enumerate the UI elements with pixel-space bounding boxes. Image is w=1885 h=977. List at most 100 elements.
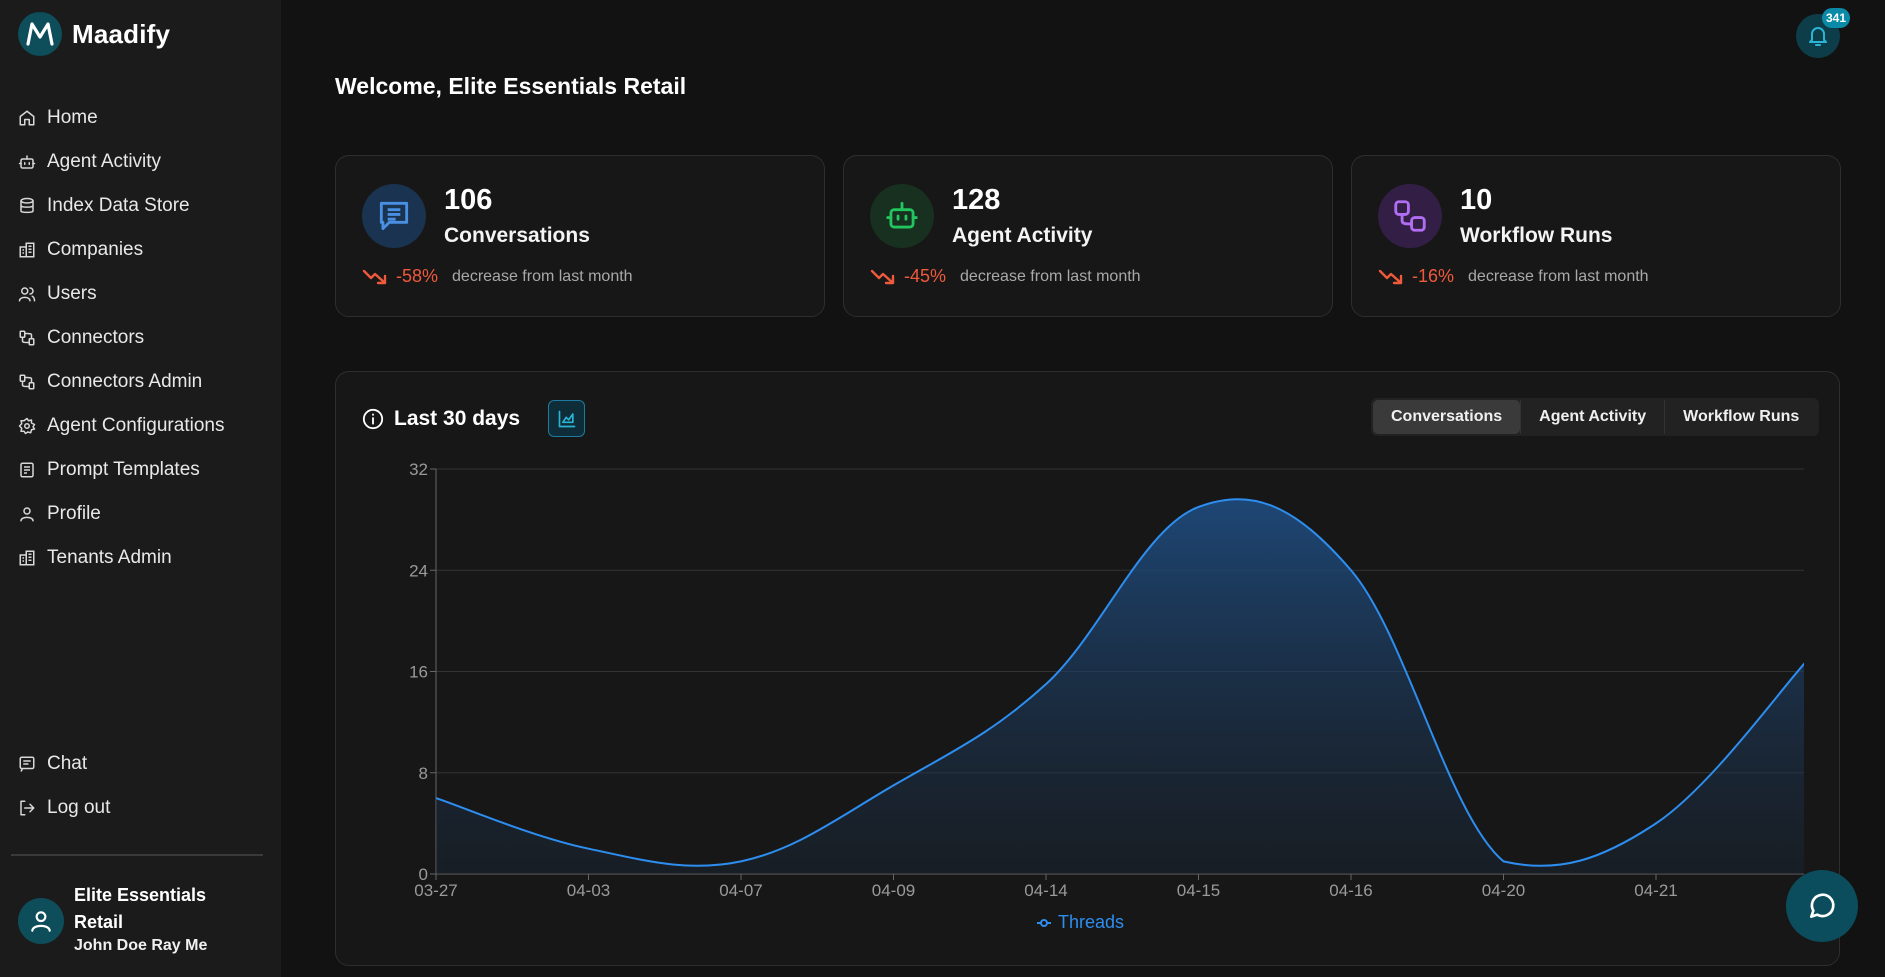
bell-icon xyxy=(1809,27,1827,46)
stat-change-text: decrease from last month xyxy=(1468,267,1649,285)
app-name: Maadify xyxy=(72,18,171,49)
sidebar-item-companies[interactable]: Companies xyxy=(0,228,281,272)
y-tick-label: 16 xyxy=(409,663,428,682)
sidebar-item-label: Connectors Admin xyxy=(47,371,203,392)
x-tick-label: 04-21 xyxy=(1634,881,1677,900)
home-icon xyxy=(17,108,37,128)
user-info: Elite Essentials Retail John Doe Ray Me xyxy=(74,882,224,955)
bot-icon xyxy=(870,184,934,248)
chart-panel: Last 30 days Conversations Agent Activit… xyxy=(335,371,1840,966)
x-tick-label: 04-03 xyxy=(567,881,610,900)
x-tick-label: 04-09 xyxy=(872,881,915,900)
legend-line-icon xyxy=(1037,918,1051,927)
tab-separator xyxy=(1664,400,1666,434)
sidebar-item-chat[interactable]: Chat xyxy=(0,742,281,786)
message-square-icon xyxy=(362,184,426,248)
sidebar-item-label: Tenants Admin xyxy=(47,547,172,568)
stat-card-agent-activity[interactable]: 128 Agent Activity -45% decrease from la… xyxy=(843,155,1333,317)
sidebar-item-label: Connectors xyxy=(47,327,145,348)
connector-icon xyxy=(17,328,37,348)
stat-trend: -16% decrease from last month xyxy=(1378,266,1649,287)
trending-down-icon xyxy=(1378,269,1403,284)
area-chart: 0 8 16 24 32 03-27 04-03 04-07 04-09 04-14 04-15 04… xyxy=(409,460,1818,900)
avatar xyxy=(18,898,64,944)
tab-agent-activity[interactable]: Agent Activity xyxy=(1539,408,1647,425)
sidebar-item-label: Home xyxy=(47,107,98,128)
stat-value: 106 xyxy=(444,184,493,216)
chat-fab-button[interactable] xyxy=(1786,870,1858,942)
info-icon[interactable] xyxy=(362,408,384,430)
stat-value: 10 xyxy=(1460,184,1493,216)
stat-trend: -45% decrease from last month xyxy=(870,266,1141,287)
sidebar-item-agent-configurations[interactable]: Agent Configurations xyxy=(0,404,281,448)
sidebar-item-label: Agent Configurations xyxy=(47,415,225,436)
maadify-logo-icon xyxy=(18,12,62,56)
logout-icon xyxy=(17,798,37,818)
y-tick-label: 24 xyxy=(409,561,428,580)
sidebar-item-label: Agent Activity xyxy=(47,151,162,172)
series-area-threads xyxy=(436,499,1804,874)
gear-icon xyxy=(17,416,37,436)
chat-icon xyxy=(17,754,37,774)
x-tick-label: 04-14 xyxy=(1024,881,1067,900)
connector-icon xyxy=(17,372,37,392)
x-tick-label: 04-20 xyxy=(1482,881,1525,900)
trending-down-icon xyxy=(870,269,895,284)
trending-down-icon xyxy=(362,269,387,284)
stat-change-text: decrease from last month xyxy=(452,267,633,285)
sidebar-item-profile[interactable]: Profile xyxy=(0,492,281,536)
sidebar-item-prompt-templates[interactable]: Prompt Templates xyxy=(0,448,281,492)
chart-legend-threads[interactable]: Threads xyxy=(1036,912,1124,933)
page-title: Welcome, Elite Essentials Retail xyxy=(335,73,687,99)
building-icon xyxy=(17,240,37,260)
sidebar: Maadify Home Agent Activity Index Data S… xyxy=(0,0,281,977)
user-icon xyxy=(31,911,51,932)
x-tick-label: 04-15 xyxy=(1177,881,1220,900)
chart-period-title: Last 30 days xyxy=(394,406,521,430)
sidebar-divider xyxy=(11,854,263,856)
area-chart-icon xyxy=(558,410,575,427)
sidebar-item-label: Prompt Templates xyxy=(47,459,200,480)
sidebar-item-label: Chat xyxy=(47,753,88,774)
sidebar-item-connectors[interactable]: Connectors xyxy=(0,316,281,360)
y-tick-label: 8 xyxy=(419,764,428,783)
stat-card-workflow-runs[interactable]: 10 Workflow Runs -16% decrease from last… xyxy=(1351,155,1841,317)
sidebar-item-label: Companies xyxy=(47,239,144,260)
sidebar-item-connectors-admin[interactable]: Connectors Admin xyxy=(0,360,281,404)
user-full-name: John Doe Ray Me xyxy=(74,937,208,954)
sidebar-item-label: Users xyxy=(47,283,97,304)
stat-card-conversations[interactable]: 106 Conversations -58% decrease from las… xyxy=(335,155,825,317)
user-profile-block[interactable]: Elite Essentials Retail John Doe Ray Me xyxy=(18,882,224,955)
users-icon xyxy=(17,284,37,304)
y-tick-label: 32 xyxy=(409,460,428,479)
stat-value: 128 xyxy=(952,184,1001,216)
sidebar-item-logout[interactable]: Log out xyxy=(0,786,281,830)
stat-change: -58% xyxy=(396,266,439,286)
stat-change: -16% xyxy=(1412,266,1455,286)
sidebar-item-label: Profile xyxy=(47,503,101,524)
tab-conversations[interactable]: Conversations xyxy=(1373,400,1521,434)
stat-change-text: decrease from last month xyxy=(960,267,1141,285)
template-icon xyxy=(17,460,37,480)
x-tick-label: 03-27 xyxy=(414,881,457,900)
notifications-badge: 341 xyxy=(1822,8,1850,28)
tab-separator xyxy=(1520,400,1522,434)
sidebar-item-tenants-admin[interactable]: Tenants Admin xyxy=(0,536,281,580)
sidebar-item-agent-activity[interactable]: Agent Activity xyxy=(0,140,281,184)
workflow-icon xyxy=(1378,184,1442,248)
tab-workflow-runs[interactable]: Workflow Runs xyxy=(1683,408,1800,425)
series-line-threads xyxy=(436,498,1804,867)
message-circle-icon xyxy=(1810,893,1835,918)
sidebar-bottom-nav: Chat Log out xyxy=(0,742,281,830)
sidebar-item-users[interactable]: Users xyxy=(0,272,281,316)
database-icon xyxy=(17,196,37,216)
x-tick-label: 04-16 xyxy=(1329,881,1372,900)
sidebar-item-home[interactable]: Home xyxy=(0,96,281,140)
stat-label: Workflow Runs xyxy=(1460,224,1613,247)
sidebar-item-label: Log out xyxy=(47,797,111,818)
brand[interactable]: Maadify xyxy=(18,12,170,56)
sidebar-item-index-data-store[interactable]: Index Data Store xyxy=(0,184,281,228)
y-tick-label: 0 xyxy=(419,865,428,884)
chart-type-toggle-button[interactable] xyxy=(548,400,586,437)
sidebar-nav: Home Agent Activity Index Data Store Com… xyxy=(0,96,281,580)
